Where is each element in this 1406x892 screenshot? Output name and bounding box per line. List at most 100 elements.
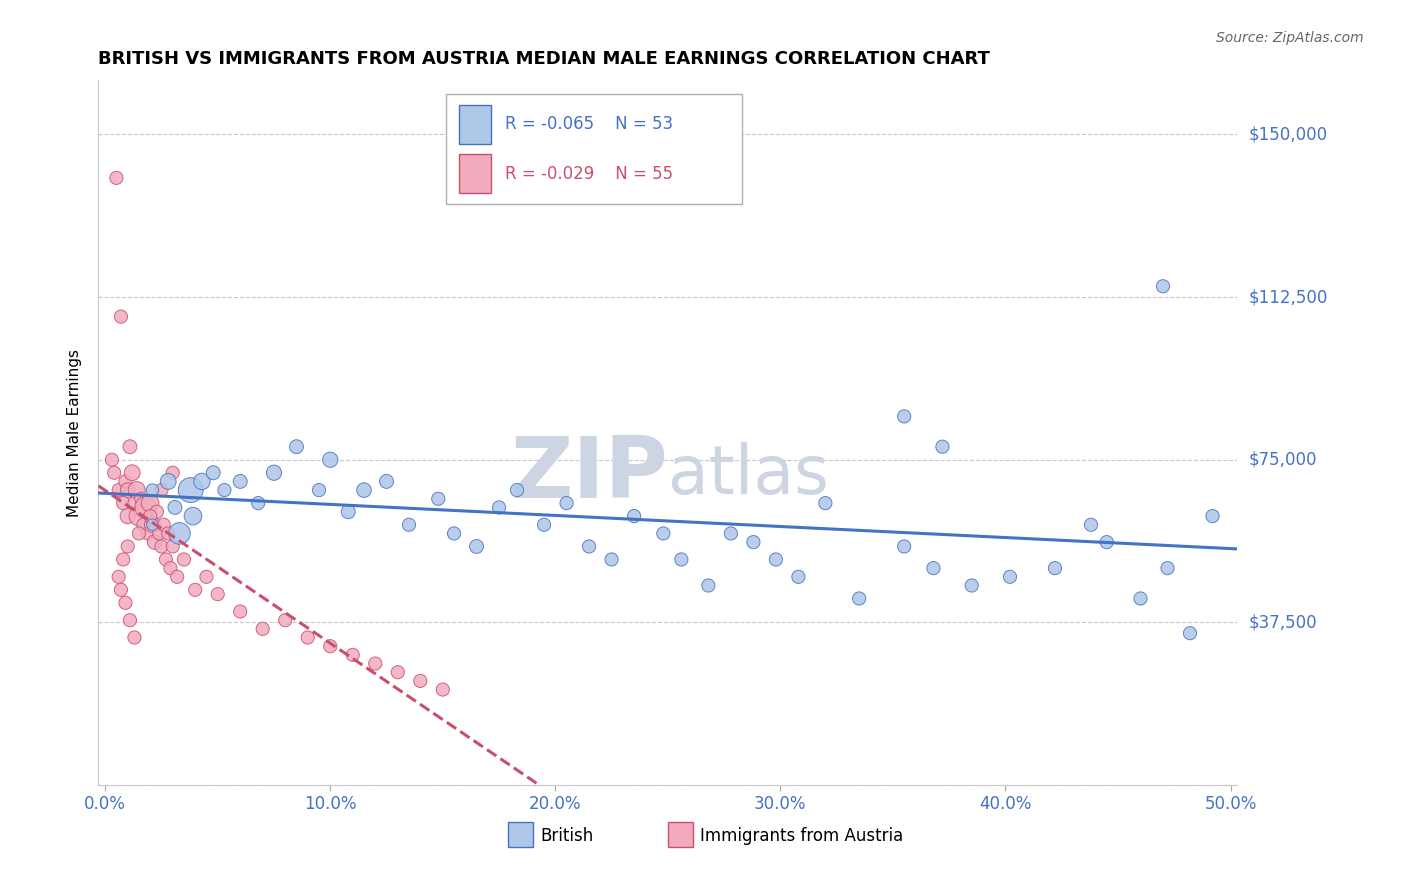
Point [141,517,163,532]
FancyBboxPatch shape [460,154,491,193]
Point [432,682,454,697]
FancyBboxPatch shape [446,95,742,203]
Point [998,570,1021,584]
Point [578,540,600,554]
Point [1156,561,1178,575]
Point [263,466,285,480]
Point [117,483,139,497]
Point [191,475,214,489]
Point [141,483,163,497]
Y-axis label: Median Male Earnings: Median Male Earnings [67,349,83,516]
Point [162,466,184,480]
Text: $37,500: $37,500 [1249,614,1317,632]
Point [931,440,953,454]
FancyBboxPatch shape [509,822,533,847]
Point [112,496,135,510]
Point [353,483,375,497]
Point [148,526,170,541]
Point [105,170,128,185]
FancyBboxPatch shape [460,105,491,144]
Point [124,631,146,645]
Point [364,657,387,671]
Point [110,582,132,597]
Point [285,440,308,454]
Point [960,578,983,592]
Point [247,496,270,510]
Point [143,535,166,549]
Point [427,491,450,506]
Point [180,483,202,497]
Point [135,500,157,515]
Text: Immigrants from Austria: Immigrants from Austria [700,827,903,845]
Point [652,526,675,541]
Point [1152,279,1174,293]
Point [319,452,342,467]
Point [117,540,139,554]
Point [128,526,150,541]
Point [229,605,252,619]
Point [202,466,225,480]
Point [555,496,578,510]
Point [162,540,184,554]
Text: R = -0.065    N = 53: R = -0.065 N = 53 [505,115,673,133]
Point [1095,535,1118,549]
Point [173,552,195,566]
Point [110,310,132,324]
Point [893,540,915,554]
Point [107,483,129,497]
Point [720,526,742,541]
Point [465,540,488,554]
Point [157,526,180,541]
Point [101,452,124,467]
Point [409,673,432,688]
Point [152,517,174,532]
Point [1178,626,1201,640]
Text: BRITISH VS IMMIGRANTS FROM AUSTRIA MEDIAN MALE EARNINGS CORRELATION CHART: BRITISH VS IMMIGRANTS FROM AUSTRIA MEDIA… [98,50,990,68]
FancyBboxPatch shape [668,822,693,847]
Point [742,535,765,549]
Point [169,526,191,541]
Point [150,483,173,497]
Point [488,500,510,515]
Point [166,570,188,584]
Point [787,570,810,584]
Text: $112,500: $112,500 [1249,288,1327,306]
Point [195,570,218,584]
Point [252,622,274,636]
Point [157,475,180,489]
Point [671,552,693,566]
Point [623,509,645,524]
Point [814,496,837,510]
Point [112,552,135,566]
Point [893,409,915,424]
Point [107,570,129,584]
Point [375,475,398,489]
Point [132,517,155,532]
Point [443,526,465,541]
Point [129,491,152,506]
Point [139,509,162,524]
Point [697,578,720,592]
Point [848,591,870,606]
Point [1043,561,1066,575]
Point [146,505,169,519]
Text: ZIP: ZIP [510,434,668,516]
Text: R = -0.029    N = 55: R = -0.029 N = 55 [505,165,673,183]
Point [150,540,173,554]
Point [128,509,150,524]
Point [214,483,236,497]
Point [506,483,529,497]
Point [163,500,186,515]
Text: $150,000: $150,000 [1249,126,1327,144]
Point [337,505,360,519]
Point [139,496,162,510]
Point [114,596,136,610]
Point [117,509,139,524]
Point [1201,509,1223,524]
Text: Source: ZipAtlas.com: Source: ZipAtlas.com [1216,31,1364,45]
Point [229,475,252,489]
Point [121,466,143,480]
Point [274,613,297,627]
Point [114,475,136,489]
Point [319,639,342,653]
